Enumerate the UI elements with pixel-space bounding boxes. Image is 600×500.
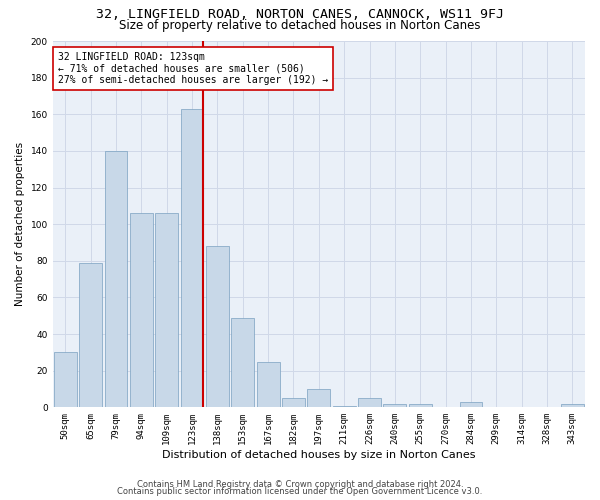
Bar [79,262,102,408]
Bar [130,213,153,408]
Text: 32, LINGFIELD ROAD, NORTON CANES, CANNOCK, WS11 9FJ: 32, LINGFIELD ROAD, NORTON CANES, CANNOC… [96,8,504,20]
Bar [307,389,330,407]
Bar [104,151,127,407]
Bar [383,404,406,407]
Bar [232,318,254,408]
Bar [460,402,482,407]
Bar [54,352,77,408]
X-axis label: Distribution of detached houses by size in Norton Canes: Distribution of detached houses by size … [162,450,476,460]
Text: 32 LINGFIELD ROAD: 123sqm
← 71% of detached houses are smaller (506)
27% of semi: 32 LINGFIELD ROAD: 123sqm ← 71% of detac… [58,52,328,85]
Bar [358,398,381,407]
Bar [282,398,305,407]
Bar [181,109,203,408]
Text: Contains public sector information licensed under the Open Government Licence v3: Contains public sector information licen… [118,487,482,496]
Bar [333,406,356,407]
Text: Contains HM Land Registry data © Crown copyright and database right 2024.: Contains HM Land Registry data © Crown c… [137,480,463,489]
Bar [155,213,178,408]
Y-axis label: Number of detached properties: Number of detached properties [15,142,25,306]
Text: Size of property relative to detached houses in Norton Canes: Size of property relative to detached ho… [119,18,481,32]
Bar [206,246,229,408]
Bar [561,404,584,407]
Bar [257,362,280,408]
Bar [409,404,431,407]
